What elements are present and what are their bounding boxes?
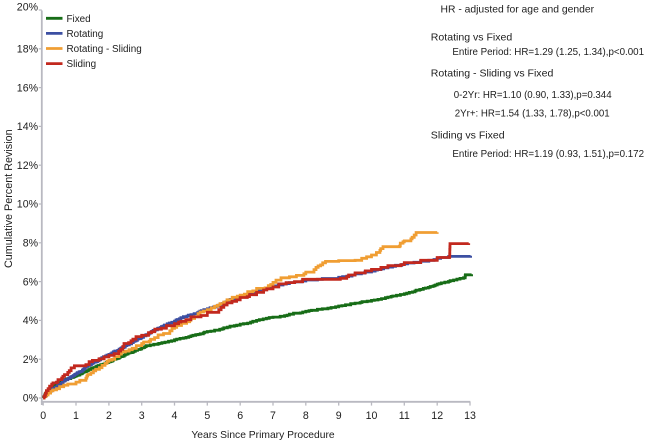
svg-text:6: 6 — [237, 410, 243, 422]
svg-text:Rotating vs Fixed: Rotating vs Fixed — [431, 31, 513, 43]
svg-text:10: 10 — [366, 410, 378, 422]
svg-text:2%: 2% — [23, 354, 39, 366]
svg-text:11: 11 — [399, 410, 410, 422]
svg-text:4%: 4% — [23, 315, 39, 327]
svg-text:Sliding: Sliding — [67, 59, 97, 70]
svg-text:2: 2 — [106, 410, 112, 422]
svg-text:0%: 0% — [23, 393, 39, 405]
svg-text:Sliding vs Fixed: Sliding vs Fixed — [431, 129, 505, 141]
svg-text:14%: 14% — [17, 121, 39, 133]
svg-text:4: 4 — [172, 410, 178, 422]
svg-text:9: 9 — [336, 410, 342, 422]
svg-text:6%: 6% — [23, 276, 39, 288]
svg-text:Entire Period: HR=1.29 (1.25,: Entire Period: HR=1.29 (1.25, 1.34),p<0.… — [452, 47, 644, 58]
svg-text:12%: 12% — [17, 160, 39, 172]
svg-text:10%: 10% — [17, 199, 39, 211]
svg-text:0: 0 — [40, 410, 46, 422]
svg-text:Fixed: Fixed — [67, 14, 91, 25]
svg-text:0-2Yr: HR=1.10 (0.90, 1.33),p=: 0-2Yr: HR=1.10 (0.90, 1.33),p=0.344 — [454, 90, 612, 101]
svg-text:18%: 18% — [17, 44, 39, 56]
svg-text:5: 5 — [204, 410, 210, 422]
svg-text:Rotating - Sliding: Rotating - Sliding — [67, 44, 142, 55]
svg-text:Years Since Primary Procedure: Years Since Primary Procedure — [191, 430, 335, 441]
svg-text:20%: 20% — [17, 2, 39, 14]
svg-text:8%: 8% — [23, 238, 39, 250]
svg-text:1: 1 — [73, 410, 79, 422]
svg-text:16%: 16% — [17, 82, 39, 94]
svg-text:12: 12 — [431, 410, 443, 422]
svg-text:Rotating: Rotating — [67, 29, 104, 40]
svg-text:2Yr+: HR=1.54 (1.33, 1.78),p<0: 2Yr+: HR=1.54 (1.33, 1.78),p<0.001 — [455, 109, 610, 120]
svg-text:HR - adjusted for age and gend: HR - adjusted for age and gender — [441, 4, 595, 15]
svg-text:7: 7 — [270, 410, 276, 422]
svg-text:8: 8 — [303, 410, 309, 422]
svg-text:Cumulative Percent Revision: Cumulative Percent Revision — [3, 129, 15, 268]
svg-text:Entire Period: HR=1.19 (0.93,: Entire Period: HR=1.19 (0.93, 1.51),p=0.… — [452, 149, 644, 160]
svg-text:Rotating - Sliding vs Fixed: Rotating - Sliding vs Fixed — [431, 68, 554, 80]
svg-text:13: 13 — [464, 410, 476, 422]
svg-text:3: 3 — [139, 410, 145, 422]
